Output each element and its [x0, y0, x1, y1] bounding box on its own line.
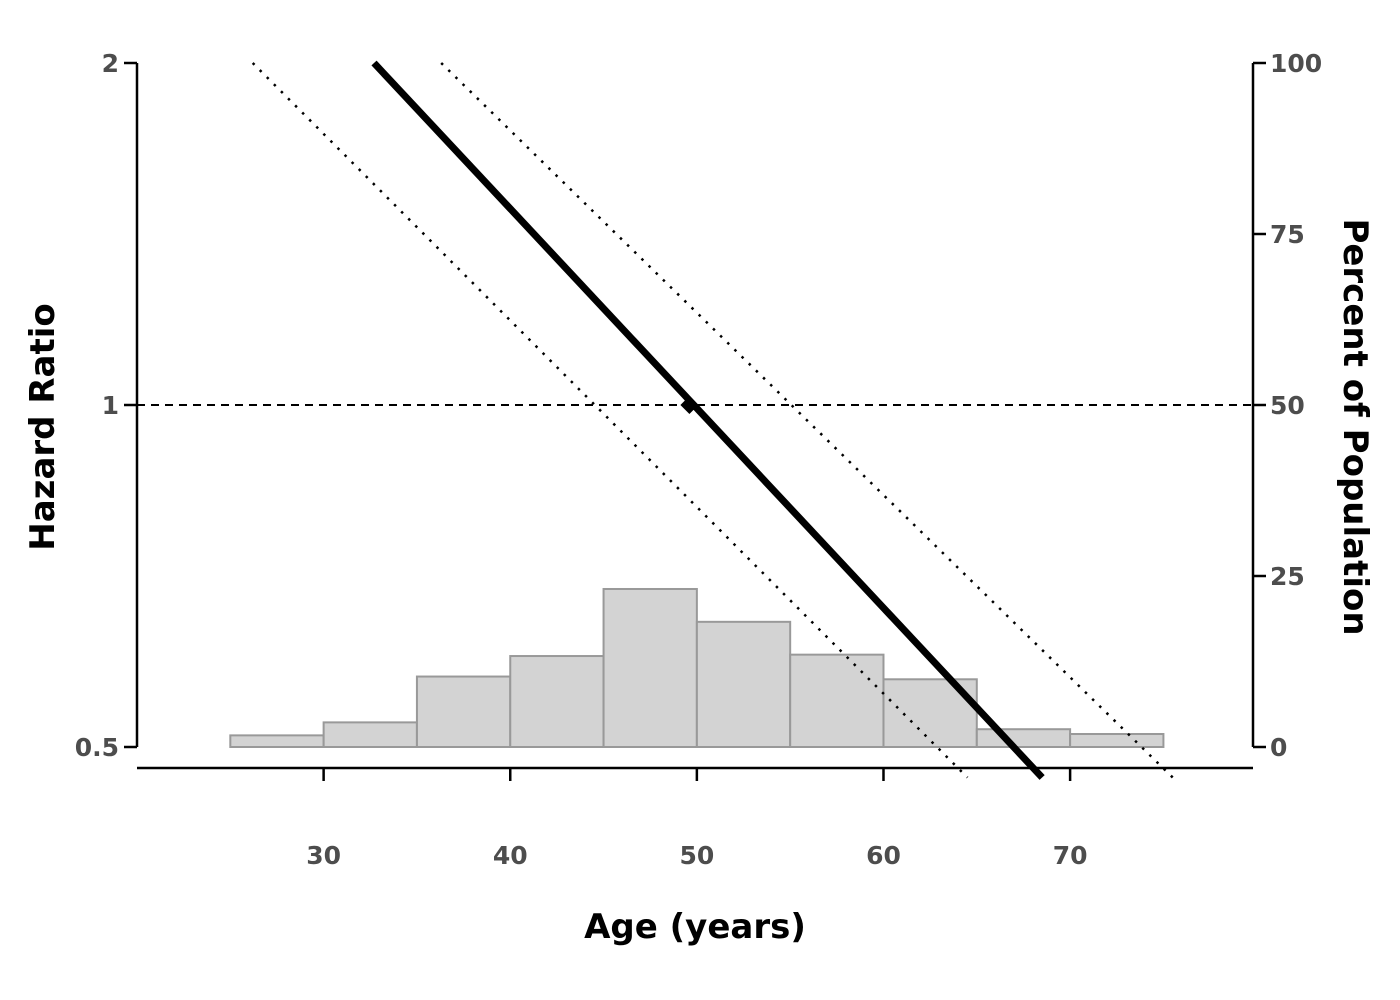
- left-axis-ticks: 0.5 1 2: [75, 49, 137, 762]
- upper-ci-line: [440, 62, 1174, 779]
- y-axis-title: Hazard Ratio: [23, 303, 63, 550]
- left-tick-label: 0.5: [75, 733, 119, 762]
- right-tick-label: 100: [1270, 49, 1322, 78]
- left-tick-label: 2: [102, 49, 119, 78]
- x-tick-label: 70: [1053, 841, 1088, 870]
- right-tick-label: 0: [1270, 733, 1287, 762]
- histogram-bar: [415, 675, 512, 748]
- x-axis-title: Age (years): [584, 907, 806, 947]
- x-axis-ticks: 30 40 50 60 70: [306, 768, 1088, 870]
- estimate-line: [371, 60, 1045, 780]
- histogram-bar: [975, 728, 1072, 749]
- hazard-series: [251, 60, 1174, 780]
- histogram-bar: [1069, 733, 1165, 749]
- x-tick-label: 40: [493, 841, 528, 870]
- right-tick-label: 50: [1270, 391, 1305, 420]
- population-histogram: [229, 587, 1165, 749]
- lower-ci-line: [251, 62, 969, 779]
- reference-point: [680, 396, 699, 414]
- x-tick-label: 50: [679, 841, 714, 870]
- left-tick-label: 1: [102, 391, 119, 420]
- histogram-bar: [695, 620, 792, 748]
- right-axis-ticks: 0 25 50 75 100: [1253, 49, 1322, 762]
- histogram-bar: [229, 734, 325, 749]
- histogram-bar: [602, 587, 698, 748]
- right-tick-label: 75: [1270, 220, 1305, 249]
- y-right-axis-title: Percent of Population: [1335, 218, 1375, 635]
- x-tick-label: 30: [306, 841, 341, 870]
- x-tick-label: 60: [866, 841, 901, 870]
- histogram-bar: [322, 721, 418, 748]
- right-tick-label: 25: [1270, 562, 1305, 591]
- histogram-bar: [509, 655, 605, 749]
- histogram-bar: [789, 653, 885, 748]
